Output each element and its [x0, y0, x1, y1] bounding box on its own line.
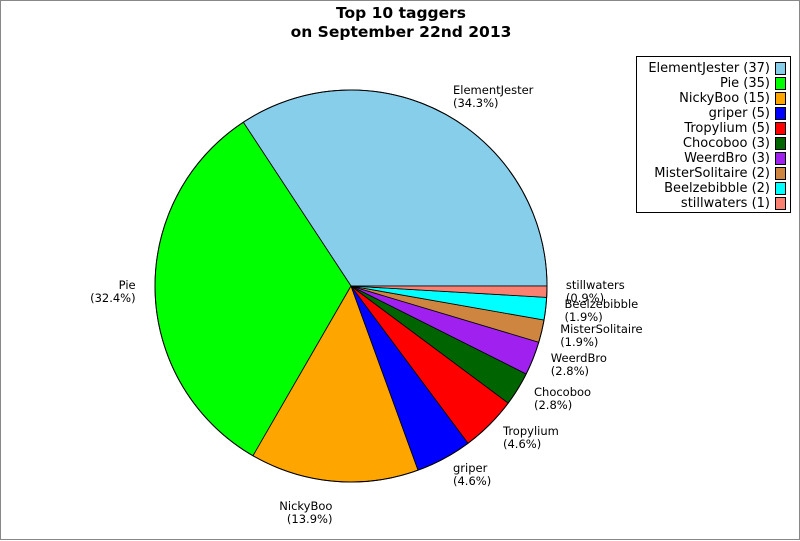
chart-title-line-1: Top 10 taggers: [335, 4, 467, 22]
slice-label-mistersolitaire: MisterSolitaire (1.9%): [560, 321, 643, 349]
legend-label: Chocoboo (3): [682, 135, 770, 151]
slice-label-stillwaters: stillwaters (0.9%): [566, 279, 625, 305]
legend-swatch: [775, 91, 786, 105]
legend-label: Tropylium (5): [684, 120, 770, 136]
slice-label-name: MisterSolitaire: [560, 321, 643, 336]
legend-item-griper: griper (5): [709, 104, 786, 122]
slice-label-griper: griper (4.6%): [453, 462, 491, 488]
legend-item-tropylium: Tropylium (5): [684, 119, 786, 137]
slice-label-tropylium: Tropylium (4.6%): [503, 425, 559, 451]
slice-label-name: WeerdBro: [550, 351, 607, 366]
legend-item-beelzebibble: Beelzebibble (2): [664, 179, 786, 197]
slice-label-weerdbro: WeerdBro (2.8%): [551, 352, 607, 378]
legend-item-stillwaters: stillwaters (1): [681, 194, 786, 212]
slice-label-name: stillwaters: [565, 278, 625, 293]
slice-label-pie: Pie (32.4%): [90, 279, 136, 305]
legend-swatch: [775, 61, 786, 75]
legend-label: MisterSolitaire (2): [654, 165, 770, 181]
legend-swatch: [775, 136, 786, 150]
slice-label-name: NickyBoo: [279, 499, 333, 514]
legend-swatch: [775, 166, 786, 180]
legend-label: Pie (35): [720, 75, 770, 91]
slice-label-name: Pie: [118, 278, 136, 293]
legend-label: stillwaters (1): [680, 195, 770, 211]
chart-title: Top 10 taggers on September 22nd 2013: [1, 4, 800, 42]
legend-swatch: [775, 196, 786, 210]
slice-label-elementjester: ElementJester (34.3%): [453, 82, 534, 110]
slice-label-percent: (13.9%): [286, 512, 333, 527]
legend-item-nickyboo: NickyBoo (15): [679, 89, 786, 107]
legend-label: NickyBoo (15): [679, 90, 770, 106]
slice-label-percent: (1.9%): [560, 334, 599, 349]
legend-label: WeerdBro (3): [684, 150, 770, 166]
legend-label: ElementJester (37): [648, 60, 770, 76]
legend-item-elementjester: ElementJester (37): [648, 59, 786, 77]
slice-label-percent: (2.8%): [534, 397, 573, 412]
pie-outline: [154, 89, 548, 483]
slice-label-percent: (2.8%): [550, 364, 589, 379]
legend-swatch: [775, 121, 786, 135]
slice-label-beelzebibble: Beelzebibble (1.9%): [565, 298, 639, 324]
legend-swatch: [775, 76, 786, 90]
slice-label-nickyboo: NickyBoo (13.9%): [279, 500, 332, 526]
chart-title-line-2: on September 22nd 2013: [290, 23, 512, 41]
legend-item-chocoboo: Chocoboo (3): [683, 134, 786, 152]
slice-label-percent: (4.6%): [453, 474, 492, 489]
slice-label-percent: (1.9%): [564, 310, 603, 324]
slice-label-chocoboo: Chocoboo (2.8%): [534, 384, 592, 412]
slice-label-name: griper: [453, 461, 488, 476]
slice-label-name: Chocoboo: [534, 384, 592, 399]
slice-label-percent: (4.6%): [503, 437, 542, 451]
slice-label-percent: (0.9%): [565, 291, 605, 306]
slice-label-percent: (32.4%): [90, 291, 136, 306]
legend-item-pie: Pie (35): [720, 74, 786, 92]
legend-swatch: [775, 106, 786, 120]
legend: ElementJester (37) Pie (35) NickyBoo (15) g…: [636, 56, 791, 213]
legend-swatch: [775, 181, 786, 195]
legend-label: griper (5): [708, 105, 770, 121]
slice-label-name: Tropylium: [503, 424, 559, 438]
legend-swatch: [775, 151, 786, 165]
slice-label-percent: (34.3%): [453, 95, 499, 110]
slice-label-name: Beelzebibble: [564, 297, 639, 311]
legend-item-mistersolitaire: MisterSolitaire (2): [654, 164, 786, 182]
legend-item-weerdbro: WeerdBro (3): [684, 149, 786, 167]
legend-label: Beelzebibble (2): [664, 180, 770, 196]
slice-label-name: ElementJester: [453, 82, 534, 97]
